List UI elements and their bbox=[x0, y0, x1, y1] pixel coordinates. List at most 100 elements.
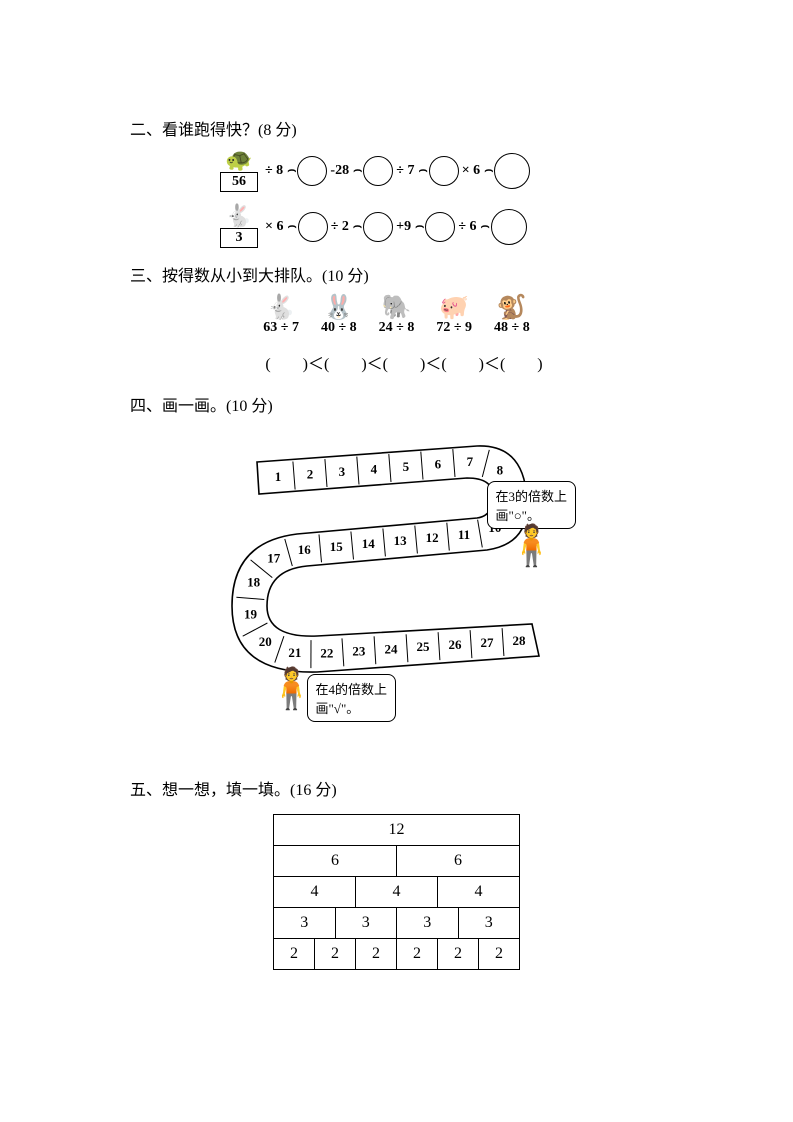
q2-c1-op3: × 6 bbox=[462, 163, 480, 179]
q4-b2-l1: 在4的倍数上 bbox=[316, 682, 388, 697]
q4-cell-number[interactable]: 1 bbox=[274, 469, 281, 484]
q4-cell-number[interactable]: 20 bbox=[258, 634, 271, 649]
q4-cell-number[interactable]: 25 bbox=[416, 639, 430, 654]
q2-c2-start: 3 bbox=[220, 228, 258, 248]
q5-cell: 6 bbox=[397, 846, 519, 876]
q2-c1-icon: 🐢 bbox=[225, 150, 252, 170]
q5-cell: 12 bbox=[274, 815, 519, 845]
q4-cell-number[interactable]: 24 bbox=[384, 641, 398, 656]
q2-c2-r3[interactable] bbox=[425, 212, 455, 242]
arc-icon: ⌢ bbox=[353, 219, 362, 235]
person-icon: 🧍 bbox=[267, 669, 317, 709]
q4-cell-number[interactable]: 3 bbox=[338, 464, 345, 479]
q4-bubble-2: 在4的倍数上 画"√"。 bbox=[307, 674, 397, 722]
q4-b1-l1: 在3的倍数上 bbox=[496, 489, 568, 504]
q5-cell: 3 bbox=[459, 908, 520, 938]
q4-cell-number[interactable]: 18 bbox=[247, 575, 261, 590]
arc-icon: ⌢ bbox=[415, 219, 424, 235]
q4-cell-number[interactable]: 13 bbox=[393, 533, 407, 548]
arc-icon: ⌢ bbox=[287, 219, 296, 235]
q4-cell-number[interactable]: 7 bbox=[466, 454, 473, 469]
q3-title: 三、按得数从小到大排队。(10 分) bbox=[130, 262, 663, 286]
arc-icon: ⌢ bbox=[353, 163, 362, 179]
q4-cell-number[interactable]: 14 bbox=[361, 536, 375, 551]
q2-c2-op1: ÷ 2 bbox=[331, 219, 349, 235]
q2-c2-r4[interactable] bbox=[491, 209, 527, 245]
q4-cell-number[interactable]: 21 bbox=[288, 645, 301, 660]
q5-table: 12 6 6 4 4 4 3 3 3 3 2 2 2 2 2 2 bbox=[273, 814, 520, 970]
q2-c2-r1[interactable] bbox=[298, 212, 328, 242]
q4-title: 四、画一画。(10 分) bbox=[130, 392, 663, 416]
q2-c1-start: 56 bbox=[220, 172, 258, 192]
q2-c2-r2[interactable] bbox=[363, 212, 393, 242]
q5-row: 2 2 2 2 2 2 bbox=[274, 939, 520, 970]
q5-cell: 3 bbox=[336, 908, 397, 938]
q3-item: 🐖72 ÷ 9 bbox=[436, 296, 472, 336]
q5-row: 4 4 4 bbox=[274, 877, 520, 908]
q2-c1-op2: ÷ 7 bbox=[396, 163, 414, 179]
q2-title: 二、看谁跑得快？(8 分) bbox=[130, 116, 663, 140]
q4-path[interactable]: 1234567891011121314151617181920212223242… bbox=[187, 426, 607, 746]
q4-cell-number[interactable]: 23 bbox=[352, 643, 366, 658]
q4-cell-number[interactable]: 12 bbox=[425, 530, 438, 545]
q3-inequality[interactable]: ( )＜( )＜( )＜( )＜( ) bbox=[145, 350, 663, 374]
q2-c2-op2: +9 bbox=[396, 219, 411, 235]
q4-cell-number[interactable]: 26 bbox=[448, 637, 462, 652]
q2-chain-1: 🐢 56 ÷ 8⌢ -28⌢ ÷ 7⌢ × 6⌢ bbox=[220, 150, 663, 192]
q5-cell: 3 bbox=[397, 908, 458, 938]
q5-title: 五、想一想，填一填。(16 分) bbox=[130, 776, 663, 800]
q4-cell-number[interactable]: 16 bbox=[297, 542, 311, 557]
q5-cell: 6 bbox=[274, 846, 396, 876]
q3-item: 🐘24 ÷ 8 bbox=[379, 296, 415, 336]
q5-cell: 4 bbox=[356, 877, 437, 907]
q2-c1-r1[interactable] bbox=[297, 156, 327, 186]
q5-cell: 2 bbox=[438, 939, 478, 969]
q5-row: 3 3 3 3 bbox=[274, 908, 520, 939]
q3-expr: 72 ÷ 9 bbox=[436, 320, 472, 336]
q5-row: 6 6 bbox=[274, 846, 520, 877]
q3-expr: 40 ÷ 8 bbox=[321, 320, 357, 336]
q2-c1-r4[interactable] bbox=[494, 153, 530, 189]
q4-cell-number[interactable]: 19 bbox=[244, 606, 258, 621]
person-icon: 🧍 bbox=[507, 526, 557, 566]
q4-cell-number[interactable]: 11 bbox=[457, 527, 469, 542]
q4-cell-number[interactable]: 15 bbox=[329, 539, 343, 554]
animal-icon: 🐘 bbox=[382, 296, 412, 320]
q5-cell: 2 bbox=[356, 939, 396, 969]
q5-cell: 4 bbox=[274, 877, 355, 907]
animal-icon: 🐰 bbox=[324, 296, 354, 320]
arc-icon: ⌢ bbox=[481, 219, 490, 235]
q4-cell-number[interactable]: 4 bbox=[370, 461, 377, 476]
q4-cell-number[interactable]: 28 bbox=[512, 633, 526, 648]
q3-item: 🐒48 ÷ 8 bbox=[494, 296, 530, 336]
q3-expr: 63 ÷ 7 bbox=[263, 320, 299, 336]
q2-c1-r2[interactable] bbox=[363, 156, 393, 186]
q3-expr: 24 ÷ 8 bbox=[379, 320, 415, 336]
q4-b1-l2: 画"○"。 bbox=[496, 508, 540, 523]
q3-expr: 48 ÷ 8 bbox=[494, 320, 530, 336]
q4-path-svg: 1234567891011121314151617181920212223242… bbox=[187, 426, 607, 746]
q2-c1-r3[interactable] bbox=[429, 156, 459, 186]
arc-icon: ⌢ bbox=[418, 163, 427, 179]
animal-icon: 🐖 bbox=[439, 296, 469, 320]
q4-cell-number[interactable]: 2 bbox=[306, 466, 313, 481]
arc-icon: ⌢ bbox=[484, 163, 493, 179]
q4-cell-number[interactable]: 6 bbox=[434, 456, 441, 471]
q5-cell: 2 bbox=[397, 939, 437, 969]
q4-cell-number[interactable]: 22 bbox=[320, 645, 333, 660]
q4-cell-number[interactable]: 17 bbox=[267, 551, 281, 566]
q2-c2-icon: 🐇 bbox=[225, 206, 252, 226]
q2-c1-op1: -28 bbox=[330, 163, 349, 179]
q4-cell-number[interactable]: 5 bbox=[402, 459, 409, 474]
q4-cell-number[interactable]: 27 bbox=[480, 635, 494, 650]
q3-item: 🐇63 ÷ 7 bbox=[263, 296, 299, 336]
animal-icon: 🐇 bbox=[266, 296, 296, 320]
q5-cell: 2 bbox=[274, 939, 314, 969]
q5-cell: 2 bbox=[479, 939, 519, 969]
q5-row: 12 bbox=[274, 815, 520, 846]
animal-icon: 🐒 bbox=[497, 296, 527, 320]
q5-cell: 3 bbox=[274, 908, 335, 938]
q2-c2-op3: ÷ 6 bbox=[458, 219, 476, 235]
q4-cell-number[interactable]: 8 bbox=[496, 463, 503, 478]
arc-icon: ⌢ bbox=[287, 163, 296, 179]
